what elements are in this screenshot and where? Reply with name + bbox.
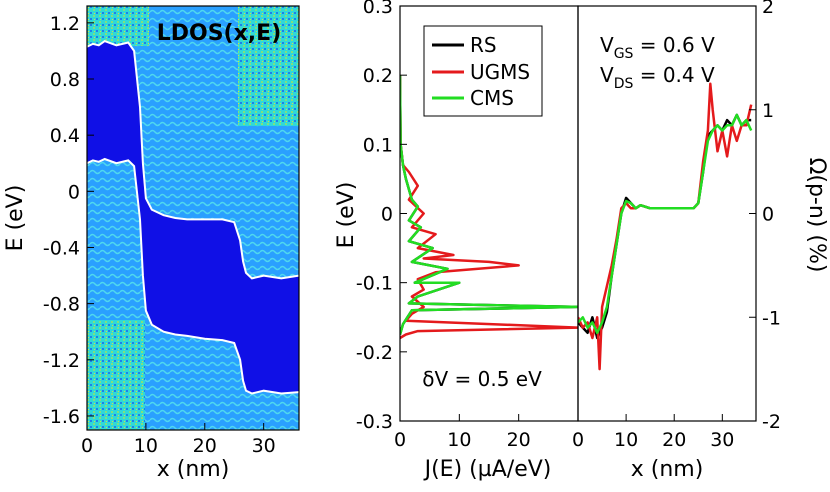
current-ytick-label: -0.1: [356, 273, 393, 295]
ldos-ytick-label: 0.8: [50, 69, 80, 91]
charge-xlabel: x (nm): [631, 457, 704, 482]
ldos-map: [87, 6, 299, 430]
charge-axes: 0 10 20 30 -2 -1 0 1 2: [572, 0, 781, 451]
ldos-ytick-label: 1.2: [50, 13, 80, 35]
ldos-xtick-label: 0: [81, 435, 93, 457]
charge-ytick-label: 0: [762, 204, 774, 226]
ldos-ytick-label: 0: [68, 181, 80, 203]
legend-label-rs: RS: [470, 33, 497, 57]
ldos-frame: [86, 5, 300, 431]
vds-annotation: VDS = 0.4 V: [600, 63, 715, 92]
delta-v-annotation: δV = 0.5 eV: [422, 367, 542, 391]
ldos-noise-top-left: [87, 6, 149, 46]
current-spectrum-ylabel: E (eV): [334, 182, 359, 249]
charge-series-cms: [578, 113, 753, 335]
ldos-axes: 0 10 20 30 -1.6 -1.2 -0.8 -0.4 0 0.4 0.8 1.2: [43, 13, 276, 457]
ldos-ytick-label: -1.2: [43, 350, 80, 372]
legend: RS UGMS CMS: [423, 25, 543, 117]
vgs-annotation: VGS = 0.6 V: [600, 33, 715, 62]
charge-series: [578, 82, 753, 371]
legend-label-ugms: UGMS: [470, 60, 530, 84]
current-ytick-label: 0: [381, 204, 393, 226]
charge-ylabel: Ω(p-n) (%): [804, 158, 829, 273]
legend-label-cms: CMS: [470, 86, 514, 110]
ldos-xtick-label: 10: [134, 435, 158, 457]
charge-xtick-label: 0: [572, 429, 584, 451]
ldos-ytick-label: -0.4: [43, 237, 80, 259]
ldos-ytick-label: -0.8: [43, 294, 80, 316]
current-ytick-label: 0.1: [363, 134, 393, 156]
valence-band-edge: [87, 157, 299, 395]
current-xtick-label: 10: [447, 429, 471, 451]
conduction-band-edge: [87, 39, 299, 280]
ldos-ylabel: E (eV): [3, 185, 28, 252]
ldos-title: LDOS(x,E): [157, 21, 282, 46]
current-ytick-label: 0.3: [363, 0, 393, 18]
current-xtick-label: 20: [507, 429, 531, 451]
ldos-ytick-label: 0.4: [50, 125, 80, 147]
charge-ytick-label: 2: [762, 0, 774, 18]
current-spectrum-series: [400, 75, 578, 340]
charge-ytick-label: 1: [762, 100, 774, 122]
ldos-ytick-label: -1.6: [43, 406, 80, 428]
current-ytick-label: -0.3: [356, 411, 393, 433]
ldos-noise-top-right: [238, 6, 299, 126]
charge-ytick-label: -1: [762, 307, 781, 329]
charge-xtick-label: 30: [710, 429, 734, 451]
ldos-band-gap: [87, 41, 299, 394]
current-xtick-label: 0: [394, 429, 406, 451]
current-spectrum-panel: 0 10 20 -0.3 -0.2 -0.1 0 0.1 0.2 0.3 J(E) (µA/eV)…: [334, 0, 579, 482]
charge-ytick-label: -2: [762, 411, 781, 433]
current-ytick-label: 0.2: [363, 65, 393, 87]
charge-xtick-label: 20: [662, 429, 686, 451]
charge-xtick-label: 10: [614, 429, 638, 451]
current-spectrum-axes: 0 10 20 -0.3 -0.2 -0.1 0 0.1 0.2 0.3: [356, 0, 531, 451]
ldos-xtick-label: 20: [193, 435, 217, 457]
ldos-xlabel: x (nm): [157, 457, 230, 482]
current-series-cms: [400, 75, 578, 335]
ldos-noise-bottom-left: [87, 320, 145, 430]
current-spectrum-xlabel: J(E) (µA/eV): [423, 457, 552, 482]
ldos-panel: LDOS(x,E) 0 10 20 30 -1.6 -1.2 -0.8 -0.4 0 0.4 0.8…: [3, 5, 300, 482]
charge-panel: 0 10 20 30 -2 -1 0 1 2 x (nm) Ω(p-n) (%) VGS = 0…: [572, 0, 829, 482]
current-ytick-label: -0.2: [356, 342, 393, 364]
ldos-xtick-label: 30: [252, 435, 276, 457]
